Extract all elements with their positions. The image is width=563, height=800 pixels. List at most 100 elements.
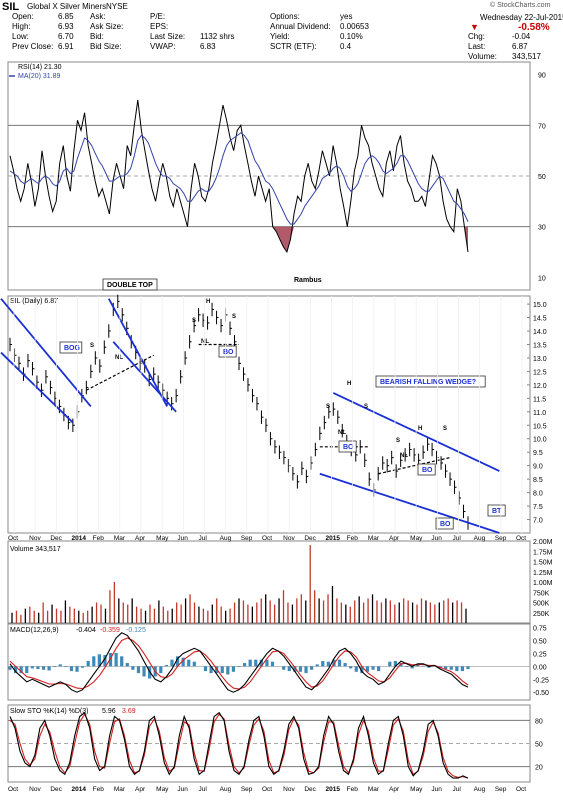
field-label: Low:: [12, 32, 29, 41]
macd-histogram-bar: [421, 665, 425, 667]
bt-label: BT: [492, 508, 502, 515]
macd-histogram-bar: [19, 666, 23, 674]
macd-value: -0.404: [76, 627, 96, 634]
x-axis-label: Sep: [241, 786, 253, 793]
macd-histogram-bar: [103, 654, 107, 667]
macd-histogram-bar: [259, 659, 263, 667]
macd-histogram-bar: [226, 666, 230, 675]
symbol: SIL: [2, 1, 20, 13]
macd-histogram-bar: [287, 666, 291, 672]
quote-header: SIL Global X Silver Miners NYSE © StockC…: [0, 0, 563, 62]
bog-label: BOG: [64, 345, 81, 352]
bearish-falling-wedge-label: BEARISH FALLING WEDGE?: [380, 379, 476, 386]
field-value: 6.91: [58, 42, 74, 51]
price-tick-label: 15.0: [533, 302, 547, 309]
macd-histogram-bar: [337, 659, 342, 667]
macd-tick-label: 0.75: [533, 626, 547, 633]
price-tick-label: 10.0: [533, 437, 547, 444]
macd-histogram-bar: [354, 666, 358, 672]
credit: © StockCharts.com: [490, 2, 551, 9]
head-label: H: [206, 299, 210, 305]
second-channel-top: [107, 298, 168, 407]
neckline-label: NL: [115, 355, 123, 361]
macd-hist-value: -0.125: [126, 627, 146, 634]
macd-histogram-bar: [97, 654, 101, 667]
bo-label: BO: [440, 521, 451, 528]
macd-tick-label: 0.25: [533, 651, 547, 658]
x-axis-label: Feb: [93, 786, 105, 793]
macd-histogram-bar: [114, 652, 118, 667]
sto-k-line: [9, 711, 469, 779]
macd-histogram-bar: [293, 666, 297, 672]
price-tick-label: 7.0: [533, 518, 543, 525]
x-axis-label: Mar: [114, 535, 126, 542]
macd-histogram-bar: [142, 666, 146, 677]
field-value: 1132 shrs: [200, 32, 235, 41]
wedge-bottom-line: [319, 472, 500, 534]
macd-histogram-bar: [343, 663, 347, 667]
x-axis-label: Aug: [220, 786, 232, 793]
field-label: Bid:: [90, 32, 104, 41]
macd-histogram-bar: [460, 666, 465, 672]
macd-histogram-bar: [377, 666, 381, 672]
volume-tick-label: 1.50M: [533, 560, 553, 567]
price-tick-label: 11.0: [533, 410, 546, 417]
price-tick-label: 14.5: [533, 316, 547, 323]
rsi-ma-line: [9, 132, 469, 225]
macd-histogram-bar: [25, 666, 29, 674]
field-label: Options:: [270, 12, 300, 21]
price-tick-label: 14.0: [533, 329, 547, 336]
x-axis-label: May: [156, 535, 169, 542]
field-label: Chg:: [468, 32, 485, 41]
macd-histogram-bar: [64, 666, 68, 668]
macd-histogram-bar: [393, 661, 397, 667]
price-tick-label: 10.5: [533, 423, 547, 430]
macd-histogram-bar: [365, 666, 370, 672]
rsi-line: [9, 99, 469, 254]
security-name: Global X Silver Miners: [27, 2, 107, 11]
macd-histogram-bar: [304, 666, 308, 674]
macd-histogram-bar: [36, 666, 40, 670]
macd-histogram-bar: [310, 666, 314, 670]
x-axis-label: 2015: [326, 786, 341, 793]
macd-histogram-bar: [175, 656, 180, 667]
shoulder-label: S: [396, 438, 400, 444]
macd-histogram-bar: [220, 666, 224, 674]
price-tick-label: 12.5: [533, 369, 547, 376]
field-value: 0.00653: [340, 22, 369, 31]
sto-tick-label: 50: [535, 742, 543, 749]
neckline-label: NL: [201, 339, 209, 345]
volume-tick-label: 1.00M: [533, 580, 553, 587]
bt-label-box: [487, 504, 506, 517]
sto-k-value: 5.96: [102, 708, 116, 715]
x-axis-label: Jul: [453, 786, 462, 793]
macd-histogram-bar: [8, 666, 12, 670]
x-axis-label: Feb: [347, 535, 359, 542]
x-axis-label: Oct: [262, 535, 272, 542]
macd-histogram-bar: [86, 661, 90, 667]
macd-histogram-bar: [444, 666, 448, 670]
bo-label: BO: [343, 444, 354, 451]
macd-histogram-bar: [108, 652, 113, 667]
volume-tick-label: 1.25M: [533, 570, 553, 577]
x-axis-label: Jun: [177, 535, 188, 542]
macd-signal-line: [9, 637, 469, 690]
shoulder-label: S: [90, 343, 94, 349]
panel-frame-macd: [7, 623, 531, 701]
macd-histogram-bar: [416, 665, 420, 667]
x-axis-label: Oct: [516, 786, 526, 793]
field-label: Last Size:: [150, 32, 186, 41]
bearish-falling-wedge-label-box: [375, 375, 486, 388]
macd-histogram-bar: [69, 666, 74, 672]
x-axis-label: Oct: [8, 535, 18, 542]
sto-tick-label: 80: [535, 718, 543, 725]
field-label: P/E:: [150, 12, 166, 21]
macd-histogram-bar: [120, 656, 124, 667]
exchange: NYSE: [106, 2, 128, 11]
bo-label-box: [417, 463, 436, 476]
volume-tick-label: 500K: [533, 601, 550, 608]
macd-histogram-bar: [321, 661, 325, 667]
x-axis-label: Feb: [347, 786, 359, 793]
macd-histogram-bar: [371, 666, 375, 670]
